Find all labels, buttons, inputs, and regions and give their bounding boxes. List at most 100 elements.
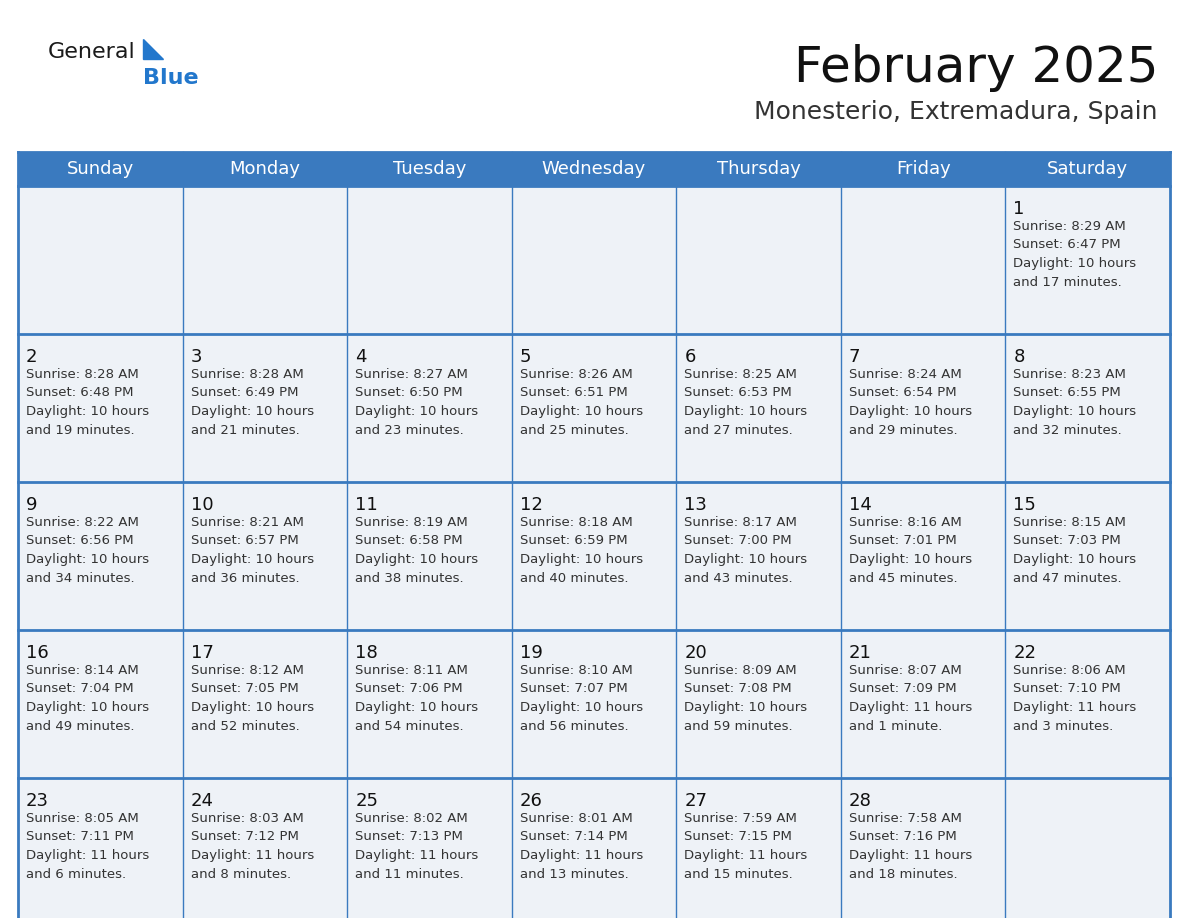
Bar (18, 186, 183, 334)
Bar (1005, 334, 1170, 482)
Bar (18, 152, 1170, 186)
Text: 12: 12 (519, 496, 543, 514)
Text: Sunrise: 8:26 AM
Sunset: 6:51 PM
Daylight: 10 hours
and 25 minutes.: Sunrise: 8:26 AM Sunset: 6:51 PM Dayligh… (519, 368, 643, 436)
Text: Sunrise: 8:22 AM
Sunset: 6:56 PM
Daylight: 10 hours
and 34 minutes.: Sunrise: 8:22 AM Sunset: 6:56 PM Dayligh… (26, 516, 150, 585)
Bar (18, 334, 183, 482)
Text: Sunrise: 8:02 AM
Sunset: 7:13 PM
Daylight: 11 hours
and 11 minutes.: Sunrise: 8:02 AM Sunset: 7:13 PM Dayligh… (355, 812, 479, 880)
Bar (347, 778, 512, 918)
Text: Sunrise: 8:15 AM
Sunset: 7:03 PM
Daylight: 10 hours
and 47 minutes.: Sunrise: 8:15 AM Sunset: 7:03 PM Dayligh… (1013, 516, 1137, 585)
Text: Sunrise: 8:25 AM
Sunset: 6:53 PM
Daylight: 10 hours
and 27 minutes.: Sunrise: 8:25 AM Sunset: 6:53 PM Dayligh… (684, 368, 808, 436)
Text: Friday: Friday (896, 160, 950, 178)
Text: 14: 14 (849, 496, 872, 514)
Bar (512, 186, 676, 334)
Text: Sunrise: 8:07 AM
Sunset: 7:09 PM
Daylight: 11 hours
and 1 minute.: Sunrise: 8:07 AM Sunset: 7:09 PM Dayligh… (849, 664, 972, 733)
Text: 27: 27 (684, 792, 707, 810)
Text: 16: 16 (26, 644, 49, 662)
Bar (1005, 186, 1170, 334)
Text: 1: 1 (1013, 200, 1025, 218)
Text: Sunrise: 8:01 AM
Sunset: 7:14 PM
Daylight: 11 hours
and 13 minutes.: Sunrise: 8:01 AM Sunset: 7:14 PM Dayligh… (519, 812, 643, 880)
Text: Sunrise: 8:18 AM
Sunset: 6:59 PM
Daylight: 10 hours
and 40 minutes.: Sunrise: 8:18 AM Sunset: 6:59 PM Dayligh… (519, 516, 643, 585)
Text: 5: 5 (519, 348, 531, 366)
Text: Sunrise: 8:19 AM
Sunset: 6:58 PM
Daylight: 10 hours
and 38 minutes.: Sunrise: 8:19 AM Sunset: 6:58 PM Dayligh… (355, 516, 479, 585)
Bar (676, 630, 841, 778)
Text: Sunrise: 8:17 AM
Sunset: 7:00 PM
Daylight: 10 hours
and 43 minutes.: Sunrise: 8:17 AM Sunset: 7:00 PM Dayligh… (684, 516, 808, 585)
Text: 25: 25 (355, 792, 378, 810)
Bar (1005, 482, 1170, 630)
Text: Tuesday: Tuesday (393, 160, 466, 178)
Text: Saturday: Saturday (1047, 160, 1129, 178)
Text: Sunrise: 8:28 AM
Sunset: 6:48 PM
Daylight: 10 hours
and 19 minutes.: Sunrise: 8:28 AM Sunset: 6:48 PM Dayligh… (26, 368, 150, 436)
Text: Sunrise: 8:10 AM
Sunset: 7:07 PM
Daylight: 10 hours
and 56 minutes.: Sunrise: 8:10 AM Sunset: 7:07 PM Dayligh… (519, 664, 643, 733)
Bar (347, 630, 512, 778)
Text: 23: 23 (26, 792, 49, 810)
Bar (347, 482, 512, 630)
Text: Sunrise: 8:12 AM
Sunset: 7:05 PM
Daylight: 10 hours
and 52 minutes.: Sunrise: 8:12 AM Sunset: 7:05 PM Dayligh… (190, 664, 314, 733)
Text: February 2025: February 2025 (794, 44, 1158, 92)
Text: 11: 11 (355, 496, 378, 514)
Text: General: General (48, 42, 135, 62)
Bar (676, 334, 841, 482)
Bar (183, 334, 347, 482)
Text: Thursday: Thursday (716, 160, 801, 178)
Text: 19: 19 (519, 644, 543, 662)
Bar (676, 778, 841, 918)
Text: Sunrise: 8:03 AM
Sunset: 7:12 PM
Daylight: 11 hours
and 8 minutes.: Sunrise: 8:03 AM Sunset: 7:12 PM Dayligh… (190, 812, 314, 880)
Text: Sunrise: 8:05 AM
Sunset: 7:11 PM
Daylight: 11 hours
and 6 minutes.: Sunrise: 8:05 AM Sunset: 7:11 PM Dayligh… (26, 812, 150, 880)
Text: Sunrise: 8:28 AM
Sunset: 6:49 PM
Daylight: 10 hours
and 21 minutes.: Sunrise: 8:28 AM Sunset: 6:49 PM Dayligh… (190, 368, 314, 436)
Text: 3: 3 (190, 348, 202, 366)
Text: 17: 17 (190, 644, 214, 662)
Text: 6: 6 (684, 348, 696, 366)
Bar (347, 334, 512, 482)
Text: 15: 15 (1013, 496, 1036, 514)
Bar (841, 334, 1005, 482)
Text: Sunrise: 8:27 AM
Sunset: 6:50 PM
Daylight: 10 hours
and 23 minutes.: Sunrise: 8:27 AM Sunset: 6:50 PM Dayligh… (355, 368, 479, 436)
Text: Sunrise: 8:14 AM
Sunset: 7:04 PM
Daylight: 10 hours
and 49 minutes.: Sunrise: 8:14 AM Sunset: 7:04 PM Dayligh… (26, 664, 150, 733)
Text: Sunrise: 8:29 AM
Sunset: 6:47 PM
Daylight: 10 hours
and 17 minutes.: Sunrise: 8:29 AM Sunset: 6:47 PM Dayligh… (1013, 220, 1137, 288)
Text: 13: 13 (684, 496, 707, 514)
Bar (18, 630, 183, 778)
Text: Sunrise: 8:23 AM
Sunset: 6:55 PM
Daylight: 10 hours
and 32 minutes.: Sunrise: 8:23 AM Sunset: 6:55 PM Dayligh… (1013, 368, 1137, 436)
Text: Sunrise: 8:09 AM
Sunset: 7:08 PM
Daylight: 10 hours
and 59 minutes.: Sunrise: 8:09 AM Sunset: 7:08 PM Dayligh… (684, 664, 808, 733)
Text: 20: 20 (684, 644, 707, 662)
Text: Sunrise: 8:16 AM
Sunset: 7:01 PM
Daylight: 10 hours
and 45 minutes.: Sunrise: 8:16 AM Sunset: 7:01 PM Dayligh… (849, 516, 972, 585)
Text: 28: 28 (849, 792, 872, 810)
Text: Monesterio, Extremadura, Spain: Monesterio, Extremadura, Spain (754, 100, 1158, 124)
Polygon shape (143, 39, 163, 59)
Text: Sunrise: 7:58 AM
Sunset: 7:16 PM
Daylight: 11 hours
and 18 minutes.: Sunrise: 7:58 AM Sunset: 7:16 PM Dayligh… (849, 812, 972, 880)
Bar (512, 778, 676, 918)
Bar (183, 630, 347, 778)
Bar (676, 482, 841, 630)
Bar (676, 186, 841, 334)
Bar (512, 630, 676, 778)
Text: Sunday: Sunday (67, 160, 134, 178)
Bar (841, 630, 1005, 778)
Text: 2: 2 (26, 348, 38, 366)
Bar (18, 778, 183, 918)
Bar (841, 482, 1005, 630)
Bar (1005, 778, 1170, 918)
Text: Wednesday: Wednesday (542, 160, 646, 178)
Bar (183, 482, 347, 630)
Text: 22: 22 (1013, 644, 1036, 662)
Text: 24: 24 (190, 792, 214, 810)
Bar (512, 482, 676, 630)
Text: 18: 18 (355, 644, 378, 662)
Bar (1005, 630, 1170, 778)
Bar (18, 482, 183, 630)
Text: Monday: Monday (229, 160, 301, 178)
Bar (841, 778, 1005, 918)
Text: 21: 21 (849, 644, 872, 662)
Text: Blue: Blue (143, 68, 198, 88)
Text: Sunrise: 8:21 AM
Sunset: 6:57 PM
Daylight: 10 hours
and 36 minutes.: Sunrise: 8:21 AM Sunset: 6:57 PM Dayligh… (190, 516, 314, 585)
Text: Sunrise: 8:11 AM
Sunset: 7:06 PM
Daylight: 10 hours
and 54 minutes.: Sunrise: 8:11 AM Sunset: 7:06 PM Dayligh… (355, 664, 479, 733)
Bar (183, 778, 347, 918)
Text: Sunrise: 7:59 AM
Sunset: 7:15 PM
Daylight: 11 hours
and 15 minutes.: Sunrise: 7:59 AM Sunset: 7:15 PM Dayligh… (684, 812, 808, 880)
Bar (347, 186, 512, 334)
Text: 10: 10 (190, 496, 213, 514)
Text: 4: 4 (355, 348, 367, 366)
Text: 8: 8 (1013, 348, 1025, 366)
Text: Sunrise: 8:24 AM
Sunset: 6:54 PM
Daylight: 10 hours
and 29 minutes.: Sunrise: 8:24 AM Sunset: 6:54 PM Dayligh… (849, 368, 972, 436)
Bar (512, 334, 676, 482)
Text: 7: 7 (849, 348, 860, 366)
Text: 26: 26 (519, 792, 543, 810)
